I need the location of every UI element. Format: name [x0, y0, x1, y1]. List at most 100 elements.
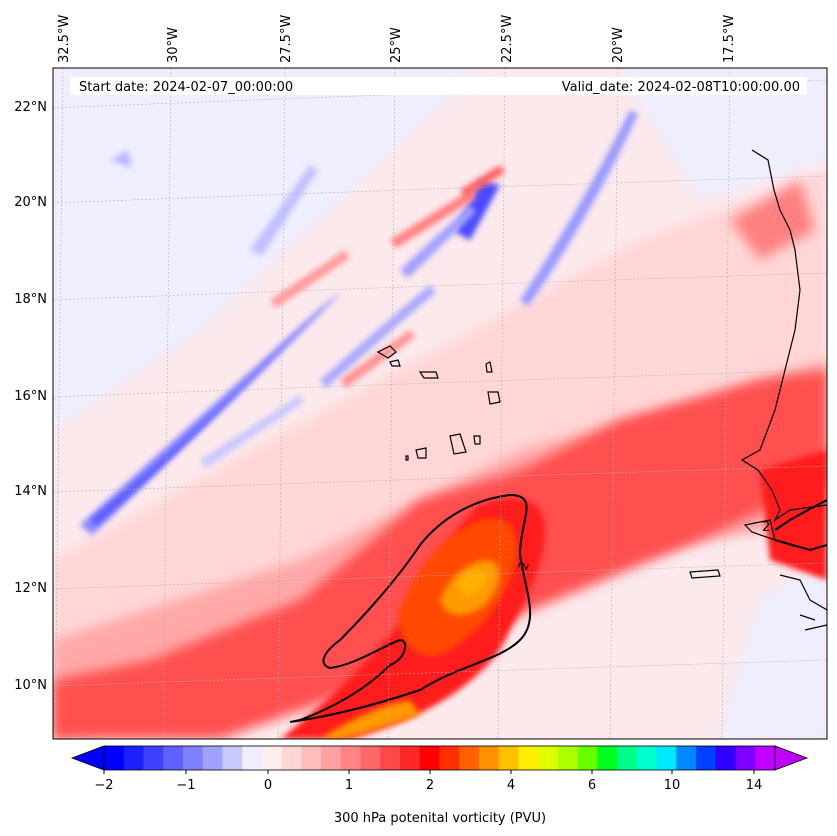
colorbar-tick-label: −1: [176, 778, 195, 793]
gambia: [743, 519, 776, 541]
lon-labels: 32.5°W 30°W 27.5°W 25°W 22.5°W 20°W 17.5…: [57, 15, 737, 63]
colorbar-swatch: [676, 746, 697, 770]
colorbar-swatch: [577, 746, 598, 770]
pv-streak: [460, 165, 505, 198]
colorbar-swatch: [636, 746, 658, 770]
lat-label: 20°N: [14, 195, 47, 210]
coastlines: [376, 149, 827, 631]
island-sao-nicolau: [418, 371, 439, 379]
colorbar-swatch: [656, 746, 677, 770]
colorbar-swatch: [182, 746, 204, 770]
island-brava: [405, 455, 409, 461]
pv-streak: [455, 180, 500, 240]
colorbar-swatch: [617, 746, 638, 770]
colorbar-swatch: [696, 746, 717, 770]
lat-label: 22°N: [14, 100, 47, 115]
lon-label: 25°W: [389, 27, 404, 63]
pv-streak: [110, 150, 132, 168]
colorbar-extend-min: [70, 745, 105, 771]
colorbar-tick-label: 4: [507, 778, 515, 793]
lon-label: 32.5°W: [57, 15, 72, 63]
lon-label: 20°W: [611, 27, 626, 63]
island-sao-vicente: [389, 359, 401, 367]
colorbar-swatch: [321, 746, 342, 770]
colorbar-extend-max: [774, 745, 809, 771]
bijagos: [689, 569, 721, 579]
valid-date: Valid_date: 2024-02-08T10:00:00.00: [562, 80, 800, 95]
colorbar-swatch: [478, 746, 500, 770]
lat-label: 16°N: [14, 389, 47, 404]
colorbar-swatch: [380, 746, 401, 770]
colorbar: −2 −1 0 1 2 4 6 10 14: [70, 745, 809, 793]
pv-low-region: [620, 68, 827, 200]
colorbar-swatch: [163, 746, 184, 770]
colorbar-swatch: [597, 746, 618, 770]
island-boa-vista: [487, 391, 501, 405]
lat-label: 18°N: [14, 292, 47, 307]
colorbar-swatch: [538, 746, 559, 770]
pv-streak: [320, 285, 436, 388]
colorbar-tick-label: 2: [426, 778, 434, 793]
colorbar-swatch: [557, 746, 579, 770]
lat-label: 12°N: [14, 581, 47, 596]
colorbar-frame: [103, 745, 776, 771]
colorbar-swatch: [400, 746, 421, 770]
colorbar-swatch: [755, 746, 776, 770]
lat-labels: 22°N 20°N 18°N 16°N 14°N 12°N 10°N: [14, 100, 47, 693]
island-fogo: [415, 447, 427, 459]
pv-streak: [390, 190, 476, 248]
pv-streak: [270, 250, 350, 308]
colorbar-swatch: [242, 746, 263, 770]
map-panel: 2 2: [53, 68, 827, 739]
start-date: Start date: 2024-02-07_00:00:00: [79, 80, 293, 95]
pv-streak: [200, 395, 304, 468]
pv-streak: [730, 180, 815, 260]
contour-2pvu: [774, 499, 827, 552]
lon-label: 30°W: [166, 27, 181, 63]
contour-label: 2: [762, 520, 770, 535]
colorbar-swatch: [715, 746, 737, 770]
colorbar-swatch: [498, 746, 519, 770]
lon-label: 27.5°W: [279, 15, 294, 63]
pv-streak: [90, 305, 326, 526]
pv-low-region: [720, 560, 827, 739]
colorbar-swatch: [459, 746, 480, 770]
island-maio: [473, 435, 481, 445]
colorbar-swatch: [340, 746, 362, 770]
contour-2pvu: [289, 493, 532, 723]
island-santo-antao: [376, 345, 397, 359]
pv-streak: [520, 110, 638, 306]
map-frame: [52, 67, 828, 740]
colorbar-tick-label: 6: [588, 778, 596, 793]
colorbar-swatch: [439, 746, 460, 770]
pv-max-region: [320, 700, 420, 739]
lat-label: 14°N: [14, 484, 47, 499]
colorbar-swatch: [360, 746, 381, 770]
colorbar-label: 300 hPa potenital vorticity (PVU): [334, 811, 546, 826]
guinea-coast: [779, 574, 827, 631]
island-santiago: [449, 433, 467, 455]
colorbar-swatch: [202, 746, 223, 770]
colorbar-tick-label: 1: [345, 778, 353, 793]
colorbar-swatch: [143, 746, 164, 770]
pv-max-region: [760, 450, 827, 580]
colorbar-swatch: [281, 746, 302, 770]
colorbar-swatch: [222, 746, 243, 770]
colorbar-tick-label: −2: [94, 778, 113, 793]
header-bar: [70, 77, 807, 95]
lon-label: 22.5°W: [500, 15, 515, 63]
pv-max-region: [455, 569, 487, 596]
colorbar-swatch: [518, 746, 539, 770]
pv-streak: [400, 205, 476, 278]
colorbar-tick-label: 0: [264, 778, 272, 793]
colorbar-tick-label: 10: [664, 778, 681, 793]
pv-streak: [250, 165, 318, 256]
west-africa-coast: [740, 149, 827, 522]
island-sal: [485, 361, 493, 373]
colorbar-tick-label: 14: [746, 778, 763, 793]
colorbar-swatch: [419, 746, 440, 770]
colorbar-swatch: [123, 746, 144, 770]
colorbar-swatch: [735, 746, 756, 770]
colorbar-swatch: [261, 746, 283, 770]
